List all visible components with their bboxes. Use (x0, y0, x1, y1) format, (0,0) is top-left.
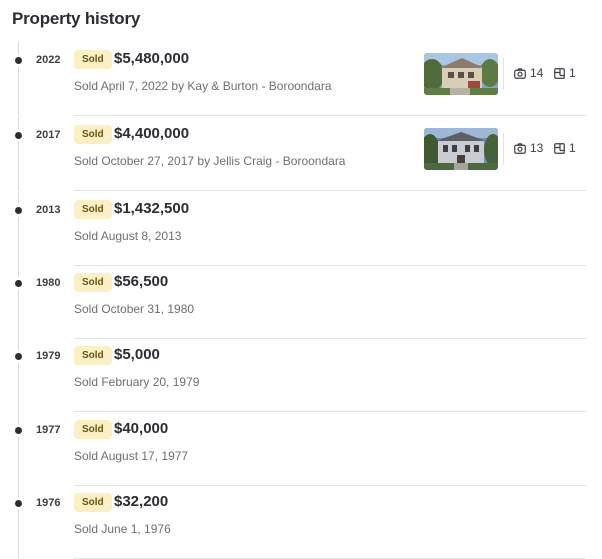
floorplan-count: 1 (569, 141, 576, 155)
sale-detail: Sold April 7, 2022 by Kay & Burton - Bor… (74, 79, 332, 93)
timeline-dot (15, 57, 22, 64)
listing-photo-thumbnail[interactable] (424, 53, 498, 95)
row-divider (74, 338, 586, 339)
floorplan-count: 1 (569, 66, 576, 80)
floorplan-icon (554, 67, 565, 79)
timeline-line (18, 485, 19, 559)
sale-row-2017[interactable]: 2017 Sold $4,400,000 Sold October 27, 20… (0, 117, 602, 191)
camera-icon (514, 67, 526, 79)
sales-timeline: 2022 Sold $5,480,000 Sold April 7, 2022 … (0, 42, 602, 559)
sale-price: $32,200 (114, 493, 169, 510)
timeline-line (18, 42, 19, 116)
listing-photo-thumbnail[interactable] (424, 128, 498, 170)
sale-year: 2022 (36, 54, 61, 66)
sale-row-1977[interactable]: 1977 Sold $40,000 Sold August 17, 1977 (0, 412, 602, 486)
floorplan-count-button[interactable]: 1 (554, 141, 576, 155)
timeline-dot (15, 500, 22, 507)
sale-year: 2013 (36, 204, 61, 216)
timeline-line (18, 192, 19, 266)
sale-year: 1976 (36, 497, 61, 509)
timeline-dot (15, 353, 22, 360)
sold-badge: Sold (74, 273, 112, 292)
photo-count: 13 (530, 141, 544, 155)
timeline-dot (15, 280, 22, 287)
photo-count: 14 (530, 66, 544, 80)
floorplan-icon (554, 142, 565, 154)
sale-row-1980[interactable]: 1980 Sold $56,500 Sold October 31, 1980 (0, 265, 602, 339)
sale-detail: Sold August 8, 2013 (74, 229, 182, 243)
sale-row-2013[interactable]: 2013 Sold $1,432,500 Sold August 8, 2013 (0, 192, 602, 266)
timeline-line (18, 338, 19, 412)
sale-row-1979[interactable]: 1979 Sold $5,000 Sold February 20, 1979 (0, 338, 602, 412)
sale-year: 2017 (36, 129, 61, 141)
timeline-dot (15, 207, 22, 214)
timeline-line (18, 265, 19, 339)
sale-price: $5,000 (114, 346, 160, 363)
sale-year: 1980 (36, 277, 61, 289)
sale-detail: Sold October 27, 2017 by Jellis Craig - … (74, 154, 346, 168)
sold-badge: Sold (74, 200, 112, 219)
photo-count-button[interactable]: 13 (514, 141, 543, 155)
sold-badge: Sold (74, 50, 112, 69)
timeline-dot (15, 427, 22, 434)
floorplan-count-button[interactable]: 1 (554, 66, 576, 80)
sale-detail: Sold June 1, 1976 (74, 522, 171, 536)
sale-price: $56,500 (114, 273, 169, 290)
row-divider (74, 411, 586, 412)
sale-detail: Sold February 20, 1979 (74, 375, 200, 389)
media-divider (503, 133, 504, 165)
timeline-line (18, 412, 19, 486)
section-title: Property history (12, 9, 141, 28)
row-divider (74, 190, 586, 191)
sale-detail: Sold August 17, 1977 (74, 449, 189, 463)
sale-row-2022[interactable]: 2022 Sold $5,480,000 Sold April 7, 2022 … (0, 42, 602, 116)
row-divider (74, 265, 586, 266)
sale-row-1976[interactable]: 1976 Sold $32,200 Sold June 1, 1976 (0, 485, 602, 559)
sale-detail: Sold October 31, 1980 (74, 302, 195, 316)
timeline-line (18, 117, 19, 191)
sale-price: $5,480,000 (114, 50, 190, 67)
sold-badge: Sold (74, 125, 112, 144)
sold-badge: Sold (74, 420, 112, 439)
row-divider (74, 115, 586, 116)
media-divider (503, 58, 504, 90)
sale-year: 1977 (36, 424, 61, 436)
row-divider (74, 485, 586, 486)
sold-badge: Sold (74, 493, 112, 512)
sale-price: $1,432,500 (114, 200, 190, 217)
house-photo-image (424, 53, 498, 95)
camera-icon (514, 142, 526, 154)
sold-badge: Sold (74, 346, 112, 365)
sale-price: $40,000 (114, 420, 169, 437)
house-photo-image (424, 128, 498, 170)
timeline-dot (15, 132, 22, 139)
photo-count-button[interactable]: 14 (514, 66, 543, 80)
sale-year: 1979 (36, 350, 61, 362)
sale-price: $4,400,000 (114, 125, 190, 142)
